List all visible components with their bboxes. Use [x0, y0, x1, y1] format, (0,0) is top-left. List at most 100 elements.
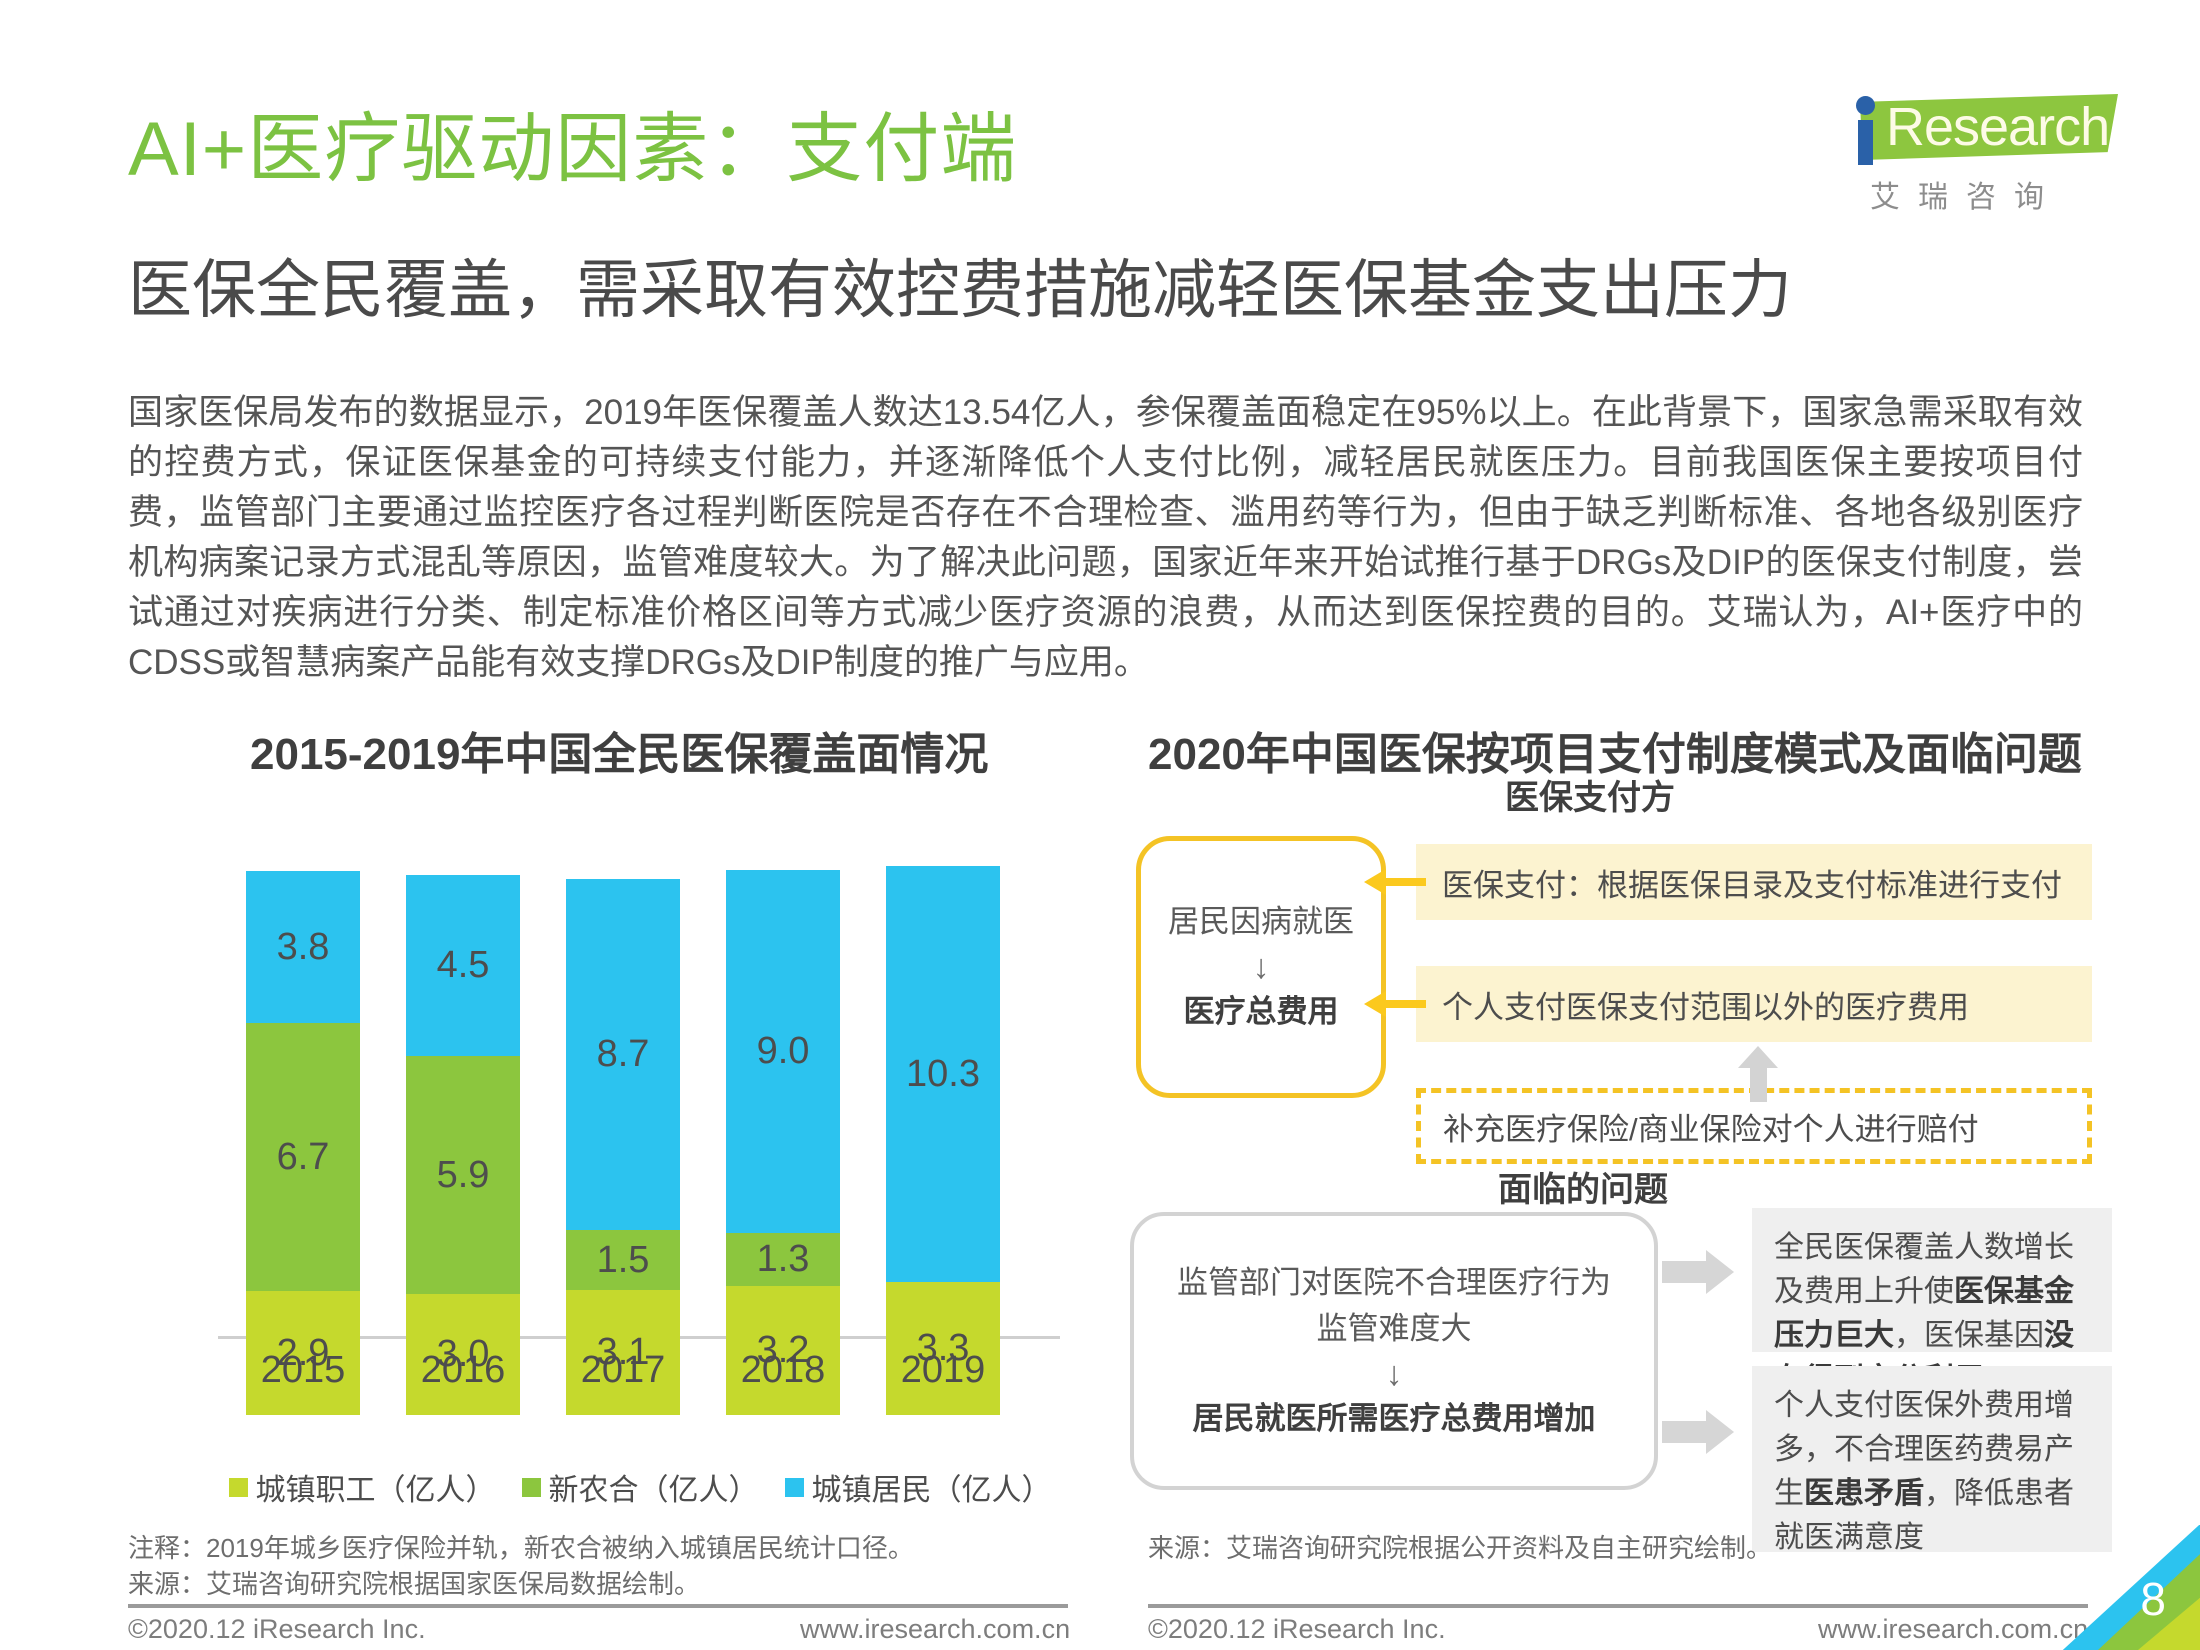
problem-box-1: 全民医保覆盖人数增长及费用上升使医保基金压力巨大，医保基因没有得到充分利用	[1752, 1208, 2112, 1396]
bar-value-label: 10.3	[906, 1052, 980, 1095]
bar-value-label: 4.5	[436, 944, 490, 986]
footer-url-left[interactable]: www.iresearch.com.cn	[800, 1614, 1071, 1644]
footer-url-right[interactable]: www.iresearch.com.cn	[1818, 1614, 2089, 1644]
iresearch-logo: Research 艾瑞咨询	[1842, 88, 2142, 218]
problem-1-b1: 医保基金压力巨大	[1774, 1275, 2074, 1352]
left-arrow-icon-personal	[1364, 991, 1426, 1017]
up-arrow-icon-supplement	[1738, 1046, 1778, 1102]
bar-seg-urban-resident: 3.8	[246, 871, 360, 1023]
problem-1-t2: 用上升使	[1834, 1275, 1954, 1308]
bar-seg-rural-coop: 1.5	[566, 1230, 680, 1290]
bar-seg-urban-resident: 10.3	[886, 866, 1000, 1282]
bar-seg-urban-resident: 8.7	[566, 879, 680, 1230]
page-subtitle: 医保全民覆盖，需采取有效控费措施减轻医保基金支出压力	[128, 254, 1792, 326]
regulator-line2: 监管难度大	[1316, 1311, 1472, 1346]
bar-seg-urban-employee: 3.3	[886, 1282, 1000, 1415]
bar-value-label: 3.1	[596, 1331, 650, 1373]
logo-mark: Research	[1842, 88, 2122, 166]
problem-1-t1: 全民医保覆盖人数增长及费	[1774, 1231, 2074, 1308]
footer-copyright-right: ©2020.12 iResearch Inc.	[1148, 1614, 1446, 1644]
legend-item-urban-resident: 城镇居民（亿人）	[784, 1465, 1052, 1509]
legend-swatch-icon	[521, 1477, 541, 1497]
problem-2-b2: 盾	[1894, 1477, 1924, 1510]
left-note-source: 来源：艾瑞咨询研究院根据国家医保局数据绘制。	[128, 1569, 701, 1599]
bar-seg-urban-employee: 3.0	[406, 1294, 520, 1415]
arrow-head	[1738, 1046, 1778, 1068]
x-tick-2015: 2015	[260, 1349, 346, 1391]
arrow-shaft	[1384, 878, 1426, 886]
right-arrow-icon-problem-1	[1662, 1250, 1734, 1294]
bar-value-label: 1.5	[596, 1238, 650, 1281]
patient-box-total-cost: 医疗总费用	[1183, 994, 1339, 1029]
bar-seg-urban-resident: 9.0	[726, 870, 840, 1233]
bar-seg-urban-employee: 3.2	[726, 1286, 840, 1415]
down-arrow-icon: ↓	[1385, 1355, 1403, 1393]
bar-seg-rural-coop: 6.7	[246, 1023, 360, 1291]
problem-2-b1: 医患矛	[1804, 1477, 1894, 1510]
bar-value-label: 3.8	[276, 925, 330, 968]
x-tick-2018: 2018	[740, 1349, 826, 1391]
bar-group-2017: 8.7 1.5 3.1	[566, 879, 680, 1415]
bar-seg-urban-employee: 2.9	[246, 1291, 360, 1415]
left-note-annotation: 注释：2019年城乡医疗保险并轨，新农合被纳入城镇居民统计口径。	[128, 1533, 914, 1563]
problem-2-t3: ，降低患者就医满意度	[1774, 1477, 2074, 1554]
arrow-shaft	[1662, 1261, 1706, 1283]
regulator-line1: 监管部门对医院不合理医疗行为	[1177, 1265, 1611, 1300]
x-tick-2019: 2019	[900, 1349, 986, 1391]
page-number: 8	[2140, 1573, 2166, 1625]
right-note-source: 来源：艾瑞咨询研究院根据公开资料及自主研究绘制。	[1148, 1533, 1773, 1563]
bar-seg-rural-coop: 5.9	[406, 1056, 520, 1294]
bar-seg-urban-employee: 3.1	[566, 1290, 680, 1415]
page-title: AI+医疗驱动因素：支付端	[128, 107, 1018, 192]
arrow-head	[1364, 869, 1386, 895]
body-paragraph: 国家医保局发布的数据显示，2019年医保覆盖人数达13.54亿人，参保覆盖面稳定…	[128, 393, 2083, 682]
bar-value-label: 3.0	[436, 1333, 490, 1375]
right-arrow-icon-problem-2	[1662, 1410, 1734, 1454]
footer-copyright-left: ©2020.12 iResearch Inc.	[128, 1614, 426, 1644]
bar-value-label: 5.9	[436, 1153, 490, 1196]
left-chart-title: 2015-2019年中国全民医保覆盖面情况	[250, 730, 989, 779]
bar-group-2016: 4.5 5.9 3.0	[406, 875, 520, 1415]
arrow-head	[1706, 1410, 1734, 1454]
bar-value-label: 1.3	[756, 1238, 810, 1280]
x-tick-2017: 2017	[580, 1349, 666, 1391]
chart-x-tick-labels: 2015 2016 2017 2018 2019	[218, 1349, 1060, 1409]
problem-2-t1: 个人支付医保外费用增多，	[1774, 1389, 2074, 1466]
problem-1-t3: ，	[1894, 1319, 1924, 1352]
arrow-shaft	[1750, 1062, 1767, 1102]
bar-seg-rural-coop: 1.3	[726, 1233, 840, 1286]
chart-legend: 城镇职工（亿人） 新农合（亿人） 城镇居民（亿人）	[228, 1465, 1052, 1509]
footer-divider-right	[1148, 1604, 2088, 1608]
bar-value-label: 9.0	[756, 1030, 810, 1072]
patient-cost-box: 居民因病就医 ↓ 医疗总费用	[1136, 836, 1386, 1098]
bar-value-label: 2.9	[276, 1331, 330, 1374]
legend-label: 城镇居民（亿人）	[811, 1474, 1052, 1507]
legend-item-urban-employee: 城镇职工（亿人）	[228, 1465, 496, 1509]
arrow-shaft	[1384, 1000, 1426, 1008]
bar-value-label: 6.7	[276, 1135, 330, 1178]
problem-box-2: 个人支付医保外费用增多，不合理医药费易产生医患矛盾，降低患者就医满意度	[1752, 1366, 2112, 1554]
bar-value-label: 8.7	[596, 1033, 650, 1075]
right-diagram-title: 2020年中国医保按项目支付制度模式及面临问题	[1148, 730, 2082, 779]
payment-item-personal: 个人支付医保支付范围以外的医疗费用	[1416, 966, 2092, 1042]
footer-divider-left	[128, 1604, 1068, 1608]
payment-item-insurance: 医保支付：根据医保目录及支付标准进行支付	[1416, 844, 2092, 920]
arrow-shaft	[1662, 1421, 1706, 1443]
logo-i-dot-icon	[1856, 96, 1875, 115]
legend-label: 城镇职工（亿人）	[255, 1474, 496, 1507]
bar-value-label: 3.3	[916, 1327, 970, 1369]
left-notes: 注释：2019年城乡医疗保险并轨，新农合被纳入城镇居民统计口径。 来源：艾瑞咨询…	[128, 1530, 914, 1602]
payer-heading: 医保支付方	[1505, 779, 1675, 817]
logo-green-quad-icon	[1860, 94, 2118, 160]
x-tick-2016: 2016	[420, 1349, 506, 1391]
down-arrow-icon: ↓	[1252, 948, 1270, 986]
corner-decoration	[2050, 1525, 2200, 1650]
problems-heading: 面临的问题	[1498, 1171, 1668, 1209]
right-notes: 来源：艾瑞咨询研究院根据公开资料及自主研究绘制。	[1148, 1530, 1772, 1566]
problem-1-t4: 医保基因	[1924, 1319, 2044, 1352]
legend-swatch-icon	[784, 1477, 804, 1497]
regulator-line3: 居民就医所需医疗总费用增加	[1192, 1401, 1596, 1436]
legend-label: 新农合（亿人）	[548, 1474, 759, 1507]
bar-seg-urban-resident: 4.5	[406, 875, 520, 1056]
bar-group-2019: 10.3 3.3	[886, 866, 1000, 1415]
